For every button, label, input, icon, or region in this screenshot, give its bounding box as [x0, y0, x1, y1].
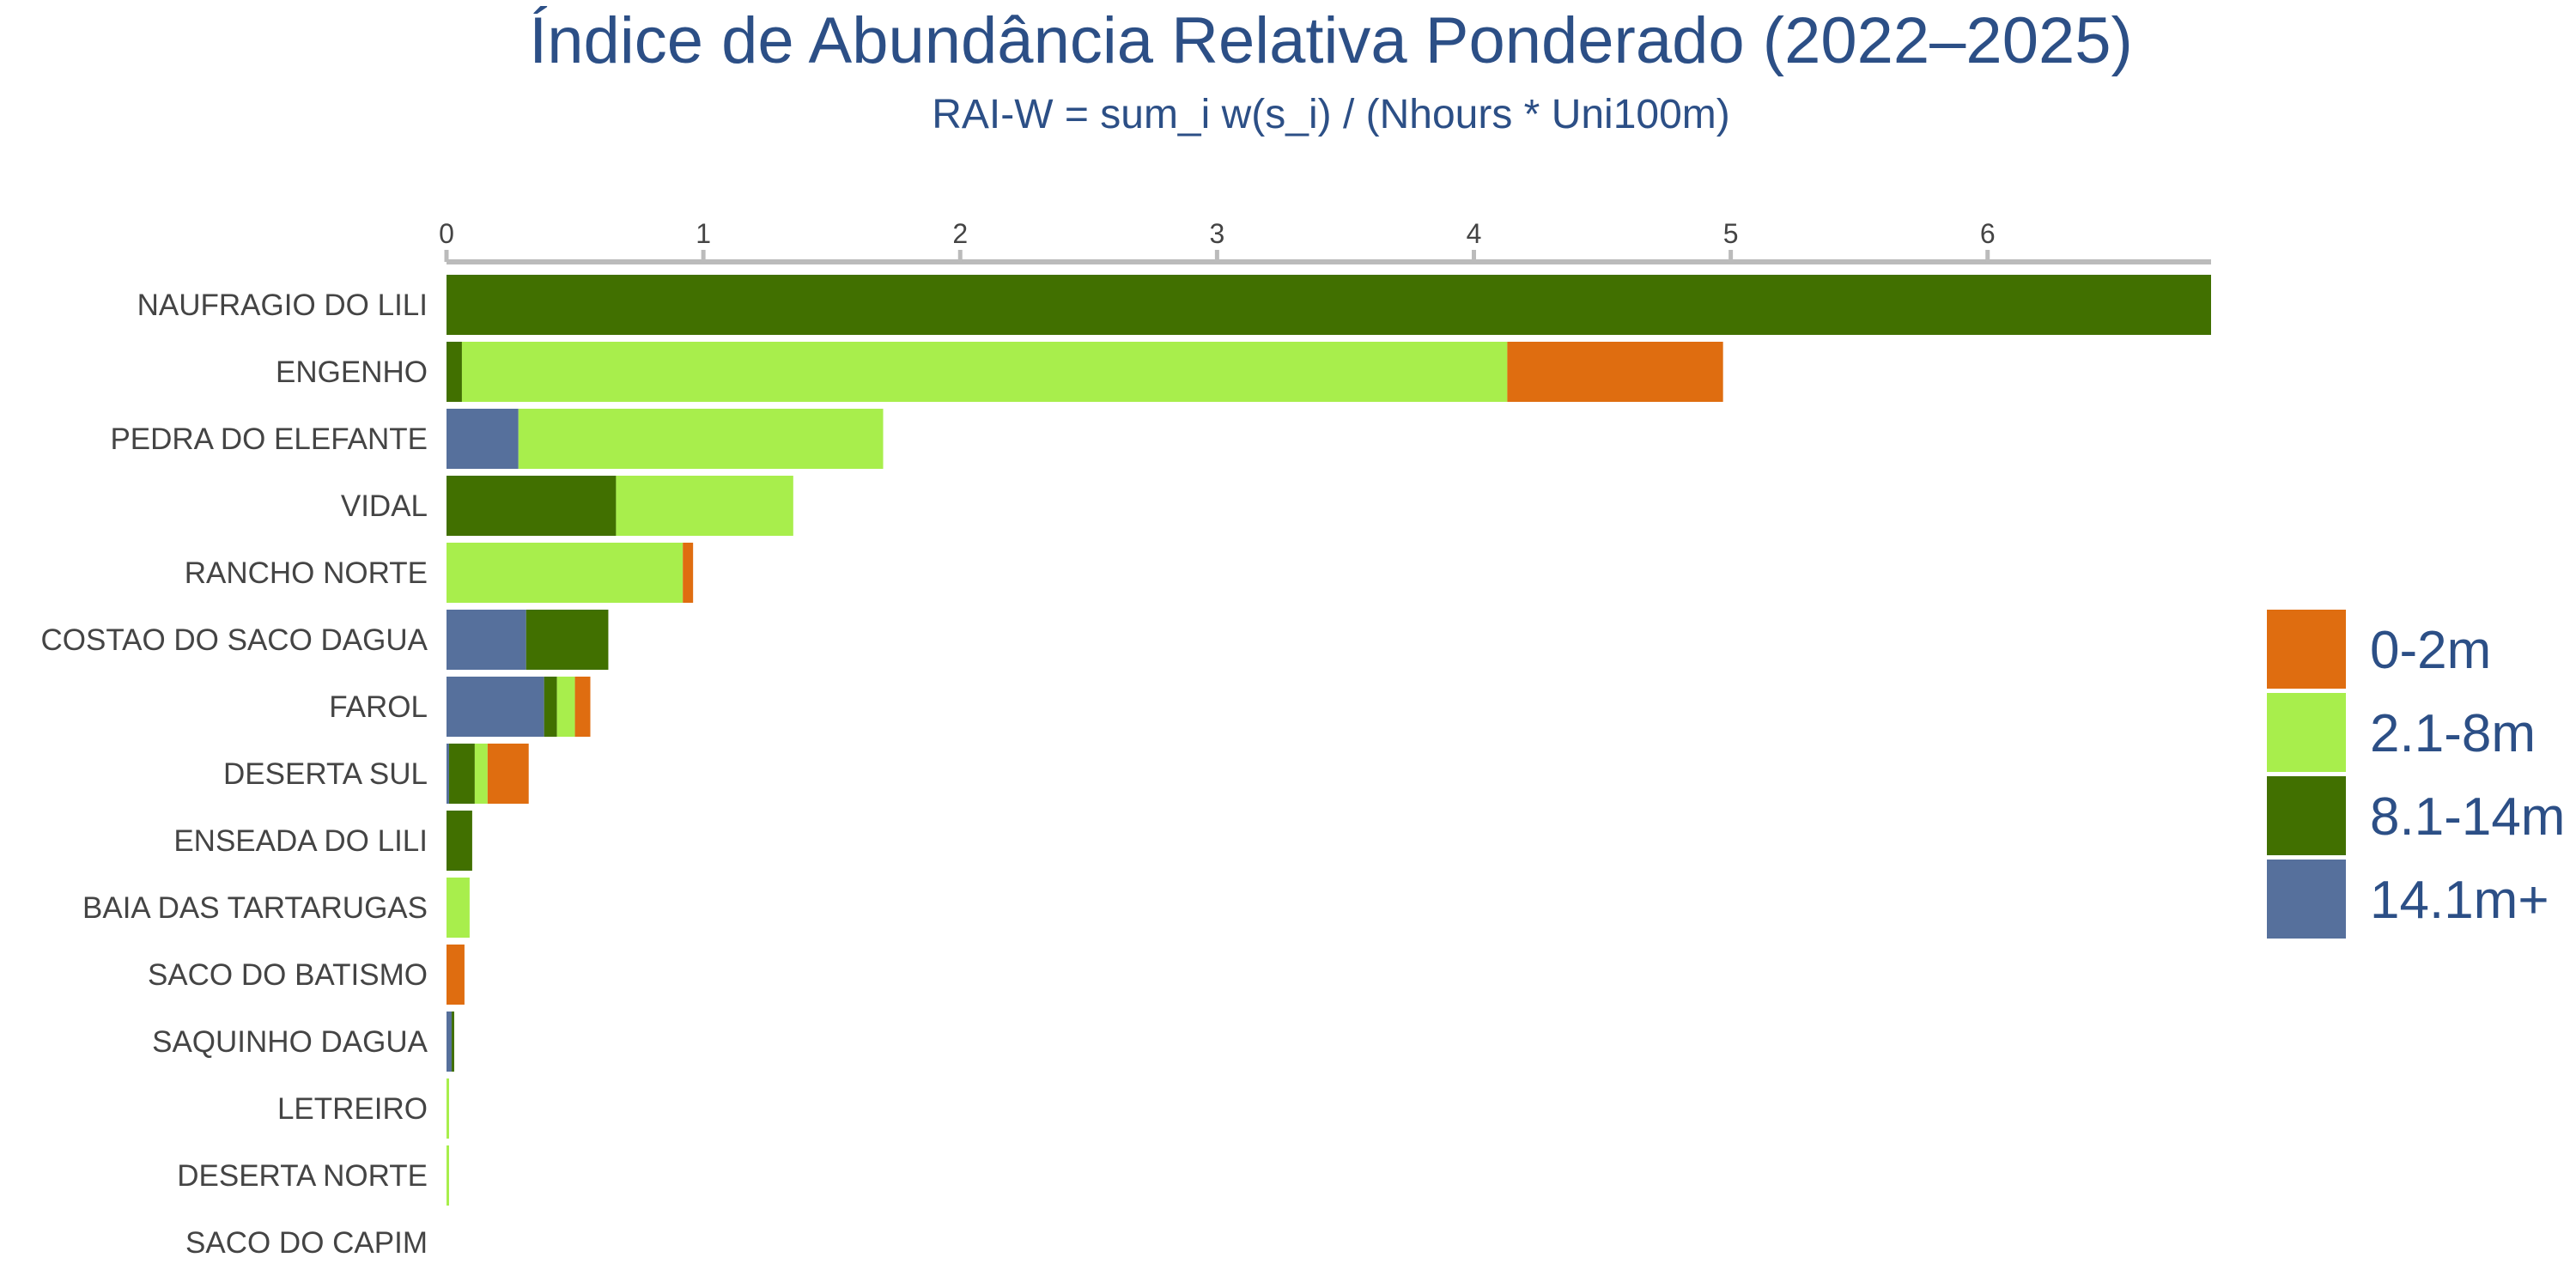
bar-segment — [447, 811, 472, 871]
bar-segment — [556, 677, 575, 737]
bar-segment — [574, 677, 591, 737]
bar-segment — [447, 1012, 452, 1072]
bar-segment — [1507, 342, 1723, 402]
x-tick-label: 3 — [1209, 218, 1224, 249]
category-label: FAROL — [329, 690, 428, 724]
bar-segment — [683, 543, 694, 603]
legend-label: 2.1-8m — [2370, 704, 2536, 763]
category-label: ENSEADA DO LILI — [173, 824, 428, 858]
x-tick-label: 6 — [1980, 218, 1996, 249]
bar-segment — [448, 744, 475, 804]
category-label: SACO DO CAPIM — [185, 1226, 428, 1260]
bar-segment — [447, 476, 617, 536]
bar-segment — [447, 1078, 449, 1139]
category-label: DESERTA NORTE — [177, 1159, 428, 1193]
category-label: ENGENHO — [276, 355, 428, 389]
category-label: BAIA DAS TARTARUGAS — [82, 891, 428, 925]
category-labels: NAUFRAGIO DO LILI ENGENHO PEDRA DO ELEFANT… — [40, 289, 428, 1260]
x-tick-label: 4 — [1467, 218, 1482, 249]
bar-segment — [461, 342, 1508, 402]
bar-segment — [447, 945, 465, 1005]
bar-segment — [447, 610, 526, 670]
bar-segment — [447, 878, 470, 938]
bar-segment — [451, 1012, 454, 1072]
bar-segment — [487, 744, 529, 804]
bar-segment — [447, 275, 2211, 335]
chart-subtitle: RAI-W = sum_i w(s_i) / (Nhours * Uni100m… — [932, 92, 1730, 137]
bar-segment — [474, 744, 488, 804]
bar-segment — [447, 744, 449, 804]
category-label: COSTAO DO SACO DAGUA — [40, 623, 428, 657]
legend: 0-2m 2.1-8m 8.1-14m 14.1m+ — [2267, 610, 2565, 939]
chart-title: Índice de Abundância Relativa Ponderado … — [529, 4, 2133, 77]
legend-swatch — [2267, 610, 2346, 689]
bar-segment — [518, 409, 884, 469]
category-label: SACO DO BATISMO — [148, 958, 428, 992]
bar-segment — [526, 610, 609, 670]
category-label: VIDAL — [341, 489, 428, 523]
bar-segment — [616, 476, 793, 536]
x-tick-label: 1 — [696, 218, 711, 249]
legend-swatch — [2267, 776, 2346, 855]
category-label: PEDRA DO ELEFANTE — [110, 422, 428, 456]
bar-segment — [544, 677, 557, 737]
category-label: DESERTA SUL — [223, 757, 428, 791]
category-label: SAQUINHO DAGUA — [152, 1025, 428, 1059]
legend-label: 14.1m+ — [2370, 871, 2549, 930]
category-label: NAUFRAGIO DO LILI — [137, 289, 428, 322]
legend-label: 0-2m — [2370, 621, 2491, 680]
x-tick-label: 5 — [1723, 218, 1739, 249]
legend-swatch — [2267, 693, 2346, 772]
legend-label: 8.1-14m — [2370, 787, 2565, 847]
bar-segment — [447, 409, 519, 469]
category-label: LETREIRO — [277, 1092, 428, 1126]
bar-segment — [447, 342, 462, 402]
bar-segment — [447, 1145, 449, 1206]
bar-segment — [447, 677, 544, 737]
x-axis: 0 1 2 3 4 5 6 — [439, 218, 2211, 264]
category-label: RANCHO NORTE — [185, 556, 428, 590]
x-tick-label: 2 — [952, 218, 968, 249]
bar-segment — [447, 543, 683, 603]
x-tick-label: 0 — [439, 218, 454, 249]
legend-swatch — [2267, 860, 2346, 939]
bars — [447, 275, 2211, 1206]
